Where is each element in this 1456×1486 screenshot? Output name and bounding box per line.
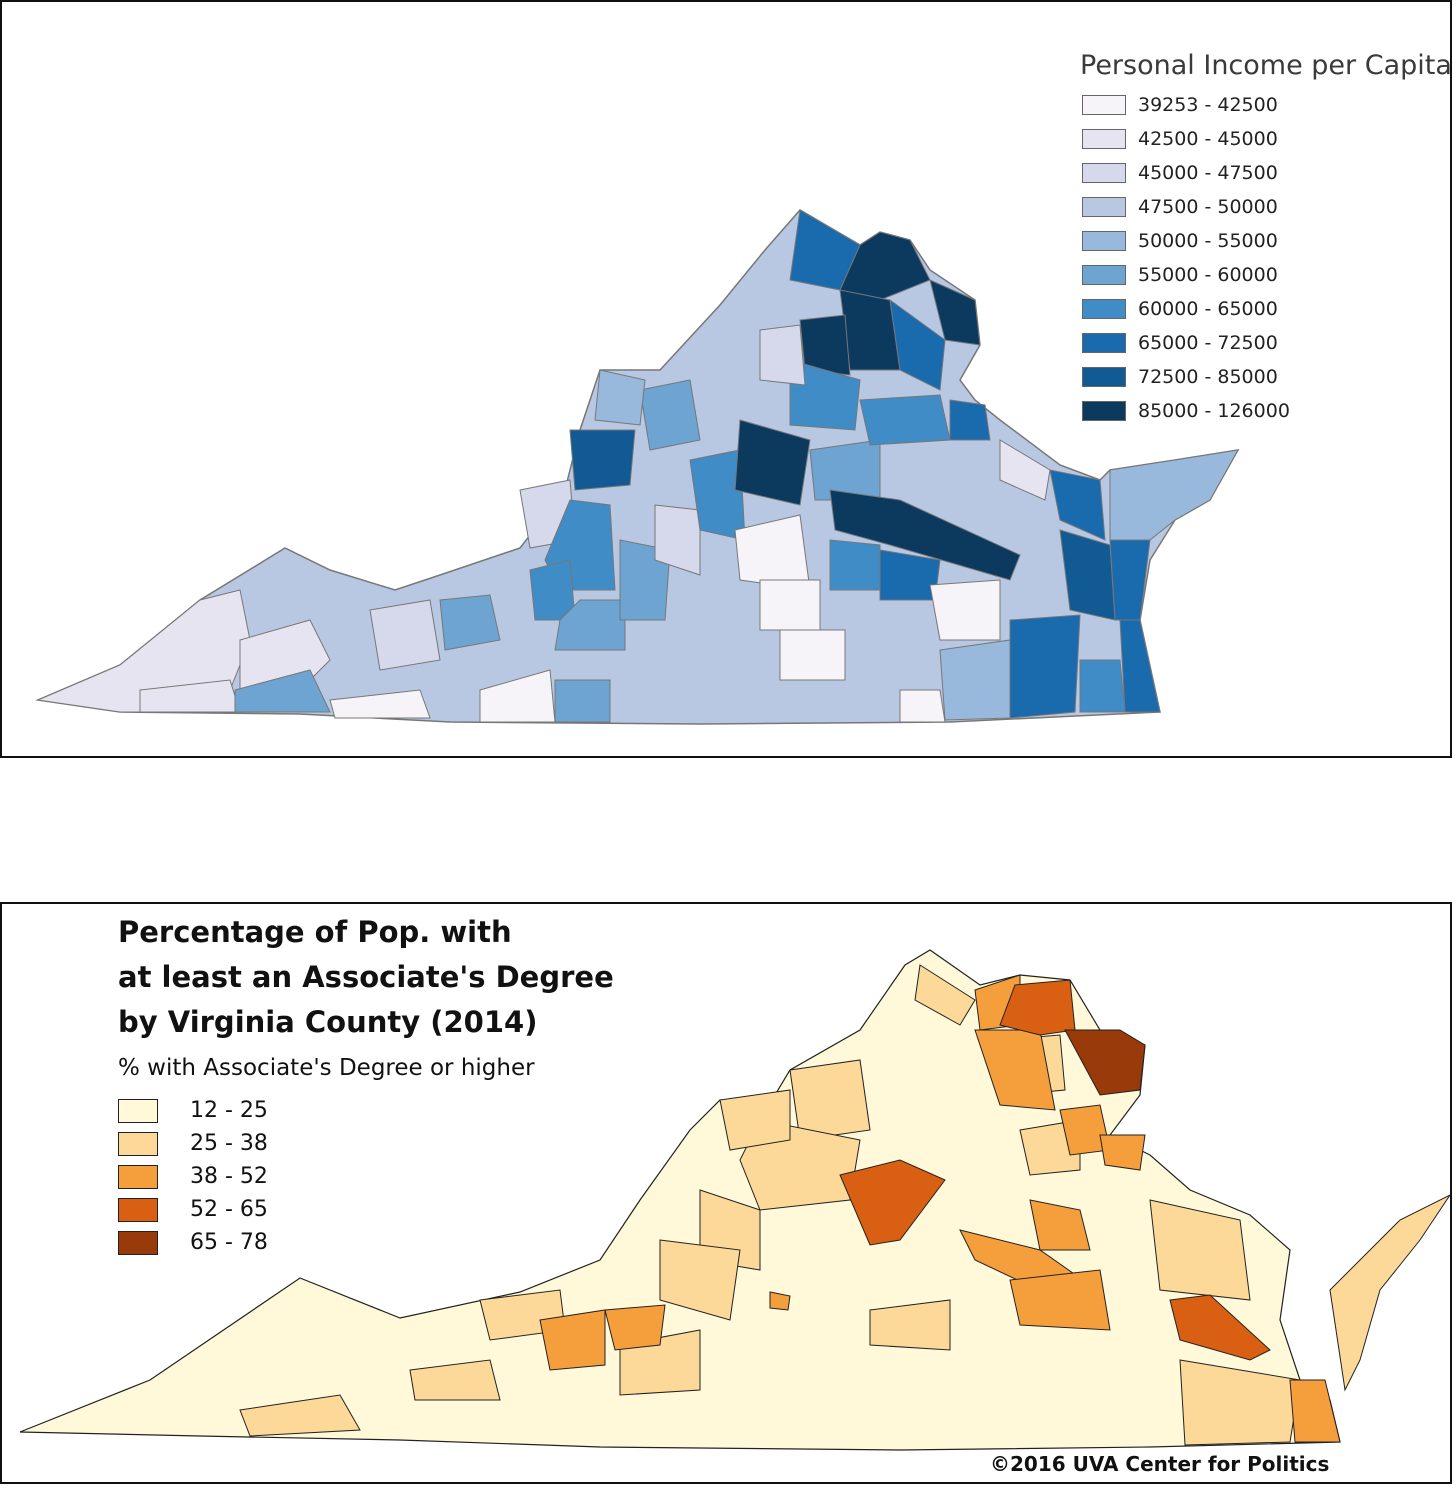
- legend-label: 25 - 38: [190, 1131, 268, 1156]
- legend-label: 85000 - 126000: [1138, 400, 1290, 422]
- legend-label: 55000 - 60000: [1138, 264, 1278, 286]
- legend-swatch: [1082, 129, 1126, 149]
- region-c-5: [809, 439, 881, 501]
- legend-label: 47500 - 50000: [1138, 196, 1278, 218]
- region-c-3: [759, 579, 821, 631]
- region-wc-5: [554, 599, 626, 651]
- degree-legend-title: % with Associate's Degree or higher: [118, 1055, 535, 1081]
- title-line: Percentage of Pop. with: [118, 915, 512, 949]
- legend-swatch: [1082, 367, 1126, 387]
- region-wc-8: [654, 504, 701, 576]
- region-c-7: [829, 539, 881, 591]
- legend-swatch: [118, 1098, 158, 1123]
- legend-label: 39253 - 42500: [1138, 94, 1278, 116]
- degree-map-title: Percentage of Pop. with at least an Asso…: [118, 910, 614, 1045]
- legend-swatch: [118, 1230, 158, 1255]
- legend-swatch: [1082, 333, 1126, 353]
- legend-label: 65 - 78: [190, 1230, 268, 1255]
- legend-swatch: [118, 1131, 158, 1156]
- region-e-6: [1119, 619, 1161, 713]
- income-legend-item: 47500 - 50000: [1082, 190, 1290, 224]
- legend-label: 50000 - 55000: [1138, 230, 1278, 252]
- legend-swatch: [1082, 265, 1126, 285]
- region-n-3: [929, 279, 981, 346]
- income-legend-item: 65000 - 72500: [1082, 326, 1290, 360]
- region-c-9: [929, 579, 1001, 641]
- legend-label: 65000 - 72500: [1138, 332, 1278, 354]
- legend-label: 12 - 25: [190, 1098, 268, 1123]
- region-c-10: [899, 689, 946, 723]
- legend-label: 72500 - 85000: [1138, 366, 1278, 388]
- legend-swatch: [1082, 299, 1126, 319]
- legend-label: 38 - 52: [190, 1164, 268, 1189]
- region-wc-2: [569, 429, 636, 491]
- region-e-8: [1109, 449, 1239, 541]
- income-legend-item: 50000 - 55000: [1082, 224, 1290, 258]
- income-legend-title: Personal Income per Capita: [1080, 50, 1452, 81]
- degree-legend-item: 38 - 52: [118, 1160, 268, 1193]
- legend-swatch: [1082, 163, 1126, 183]
- income-map-regions: [35, 209, 1240, 725]
- income-legend-item: 55000 - 60000: [1082, 258, 1290, 292]
- legend-swatch: [1082, 95, 1126, 115]
- region-sw-4: [234, 669, 331, 713]
- region-sw-6: [369, 599, 441, 671]
- region-e-5: [1079, 659, 1126, 713]
- region-e-9: [939, 639, 1011, 721]
- income-legend-item: 42500 - 45000: [1082, 122, 1290, 156]
- legend-label: 45000 - 47500: [1138, 162, 1278, 184]
- income-legend: 39253 - 42500 42500 - 45000 45000 - 4750…: [1082, 88, 1290, 428]
- degree-legend-item: 12 - 25: [118, 1094, 268, 1127]
- title-line: by Virginia County (2014): [118, 1005, 538, 1039]
- region-c-6: [829, 489, 1021, 581]
- region-c-4: [779, 629, 846, 681]
- region-sw-5: [329, 689, 431, 719]
- region-c-1: [734, 419, 811, 506]
- legend-swatch: [118, 1197, 158, 1222]
- region-wc-9: [639, 379, 701, 451]
- income-map: [35, 209, 1240, 725]
- region-e-2: [1049, 469, 1106, 541]
- region-n-8: [859, 394, 951, 446]
- legend-swatch: [118, 1164, 158, 1189]
- income-legend-item: 72500 - 85000: [1082, 360, 1290, 394]
- region-n-5: [799, 314, 851, 376]
- region-sw-7: [439, 594, 501, 651]
- income-legend-item: 60000 - 65000: [1082, 292, 1290, 326]
- region-e-1: [999, 439, 1051, 501]
- legend-swatch: [1082, 401, 1126, 421]
- income-legend-item: 45000 - 47500: [1082, 156, 1290, 190]
- legend-label: 52 - 65: [190, 1197, 268, 1222]
- region-e-4: [1009, 614, 1081, 719]
- legend-label: 60000 - 65000: [1138, 298, 1278, 320]
- region-wc-4: [529, 559, 576, 621]
- region-e-7: [1109, 539, 1151, 621]
- region-n-9: [949, 399, 991, 441]
- region-n-7: [789, 359, 861, 431]
- region-n-6: [889, 298, 946, 391]
- region-wc-10: [594, 369, 646, 426]
- degree-legend: 12 - 25 25 - 38 38 - 52 52 - 65 65 - 78: [118, 1094, 268, 1259]
- legend-label: 42500 - 45000: [1138, 128, 1278, 150]
- title-line: at least an Associate's Degree: [118, 960, 614, 994]
- degree-legend-item: 25 - 38: [118, 1127, 268, 1160]
- degree-legend-item: 65 - 78: [118, 1226, 268, 1259]
- legend-swatch: [1082, 197, 1126, 217]
- copyright-credit: ©2016 UVA Center for Politics: [990, 1452, 1330, 1476]
- region-n-10: [759, 324, 806, 386]
- income-legend-item: 39253 - 42500: [1082, 88, 1290, 122]
- region-wc-7: [554, 679, 611, 723]
- income-legend-item: 85000 - 126000: [1082, 394, 1290, 428]
- degree-legend-item: 52 - 65: [118, 1193, 268, 1226]
- legend-swatch: [1082, 231, 1126, 251]
